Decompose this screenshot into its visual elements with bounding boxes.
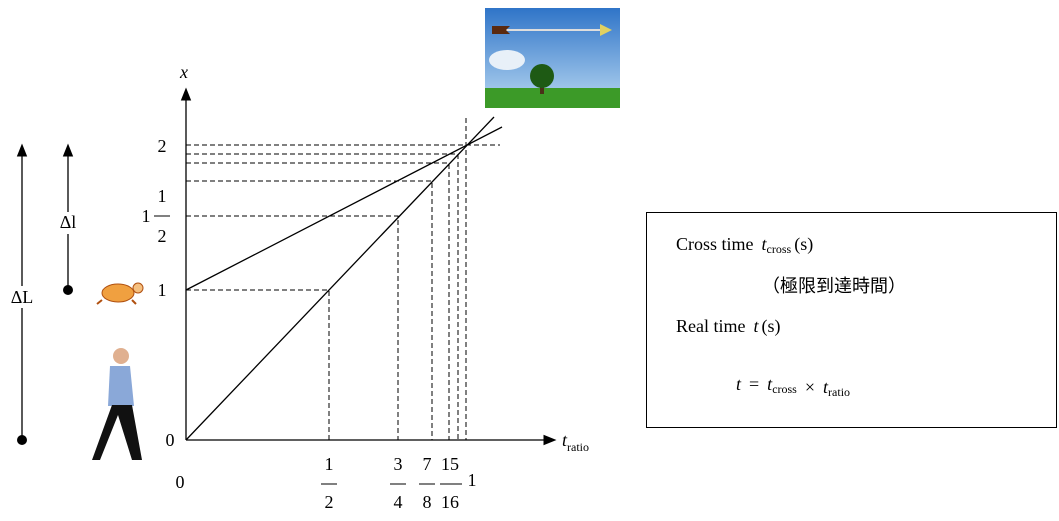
y-tick: 2 <box>158 136 167 156</box>
formula-sub: cross <box>772 382 797 396</box>
formula-part: = <box>749 374 759 394</box>
y-tick: 1 <box>158 186 167 206</box>
dot <box>17 435 27 445</box>
formula-sub: ratio <box>828 385 850 399</box>
x-axis-label: tratio <box>562 430 589 454</box>
x-tick: 1 <box>468 470 477 490</box>
real-text: Real time <box>676 316 745 336</box>
dot <box>63 285 73 295</box>
arrow-picture <box>485 8 620 108</box>
tortoise-line <box>186 127 502 290</box>
man <box>92 348 142 460</box>
y-tick: 2 <box>158 226 167 246</box>
x-tick: 16 <box>441 492 459 512</box>
x-tick: 15 <box>441 454 459 474</box>
x-fractions: 1 2 3 4 7 8 15 16 <box>321 454 462 512</box>
real-unit: (s) <box>762 316 781 337</box>
guides <box>186 118 500 440</box>
y-axis-label: x <box>179 62 188 82</box>
x-tick: 3 <box>394 454 403 474</box>
x-tick: 8 <box>423 492 432 512</box>
x-tick: 0 <box>176 472 185 492</box>
page: x tratio 0 1 1 1 2 2 0 12 34 78 1516 1 Δ… <box>0 0 1059 516</box>
cross-unit: (s) <box>794 234 813 255</box>
cross-text: Cross time <box>676 234 754 254</box>
delta-l: Δl <box>60 212 77 232</box>
formula-part: × <box>805 377 815 397</box>
x-label-sub: ratio <box>567 440 589 454</box>
x-tick: 4 <box>394 492 403 512</box>
delta-L: ΔL <box>11 287 34 307</box>
y-tick: 1 <box>142 206 151 226</box>
tortoise <box>97 283 143 304</box>
x-tick: 7 <box>423 454 432 474</box>
x-tick: 1 <box>325 454 334 474</box>
note: （極限到達時間） <box>762 276 906 297</box>
y-tick: 0 <box>166 430 175 450</box>
x-tick: 2 <box>325 492 334 512</box>
y-tick: 1 <box>158 280 167 300</box>
diagram: x tratio 0 1 1 1 2 2 0 12 34 78 1516 1 Δ… <box>0 0 1059 516</box>
cross-sub: cross <box>767 242 792 256</box>
achilles-line <box>186 117 494 440</box>
